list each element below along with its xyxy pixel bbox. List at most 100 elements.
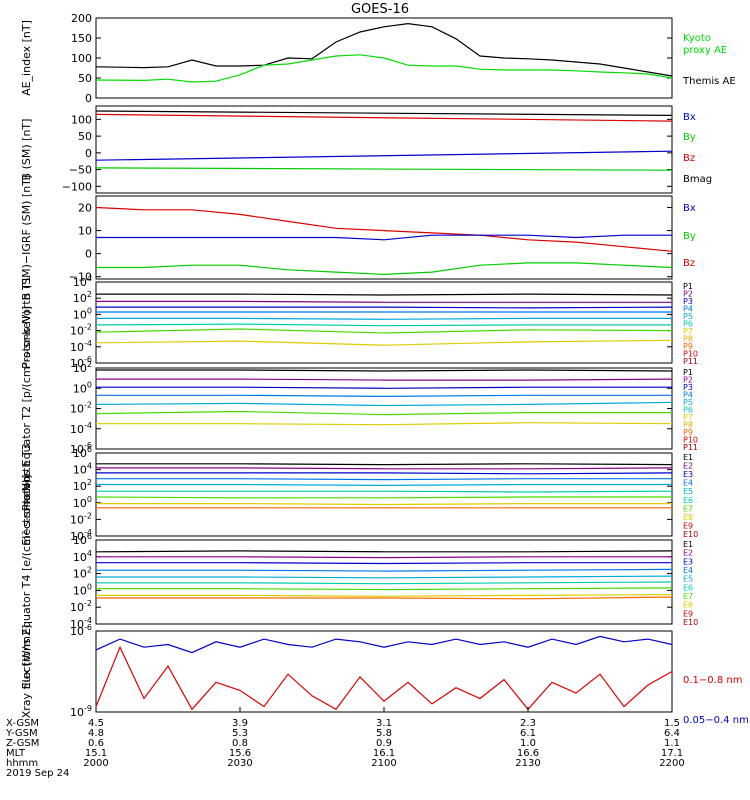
y-axis-label: Electrons North T3 (20, 443, 33, 545)
plot-date: 2019 Sep 24 (6, 768, 69, 779)
series-line-7 (95, 328, 673, 334)
series-line-6 (95, 323, 672, 327)
legend-entry: Kyoto (683, 33, 711, 44)
x-row-value: 5.8 (376, 728, 392, 739)
y-tick-label: 104 (73, 274, 92, 289)
legend-entry: P7 (683, 327, 693, 336)
legend-entry: E6 (683, 496, 693, 505)
x-row-value: 6.4 (664, 728, 680, 739)
legend-entry: P11 (683, 357, 698, 366)
x-row-value: 0.9 (376, 738, 392, 749)
x-row-value: 2.3 (520, 718, 536, 729)
x-row-value: 2000 (83, 758, 108, 769)
legend-entry: P10 (683, 350, 698, 359)
legend-entry: E10 (683, 530, 698, 539)
y-tick-label: 100 (73, 306, 92, 321)
legend-entry: Bz (683, 153, 695, 164)
series-line-2 (96, 467, 673, 470)
x-row-value: 15.6 (229, 748, 251, 759)
y-tick-label: 0 (85, 92, 92, 105)
x-row-value: 17.1 (661, 748, 683, 759)
x-row-value: 15.1 (85, 748, 107, 759)
x-row-value: 0.6 (88, 738, 104, 749)
y-axis-label: Protons Equator T2 [p/(cm²-s-sr-keV)] (20, 306, 33, 511)
legend-entry: P5 (683, 312, 693, 321)
y-tick-label: 10-2 (70, 323, 92, 338)
y-tick-label: −50 (69, 164, 92, 177)
series-line-5 (96, 317, 672, 320)
legend-entry: P2 (683, 290, 693, 299)
plot-title: GOES-16 (351, 2, 409, 17)
legend-entry: Themis AE (682, 76, 736, 87)
y-tick-label: 150 (71, 32, 92, 45)
x-row-value: 6.1 (520, 728, 536, 739)
y-tick-label: 104 (73, 549, 92, 564)
legend-entry: P9 (683, 342, 693, 351)
y-axis-label: Electrons Equator T4 [e/(cm²-s-sr-keV)] (20, 475, 33, 690)
legend-entry: Bmag (683, 174, 712, 185)
legend-entry: By (683, 231, 696, 242)
y-tick-label: 20 (78, 202, 92, 215)
legend-entry: 0.05−0.4 nm (683, 715, 749, 726)
y-tick-label: 102 (73, 566, 92, 581)
legend-entry: E3 (683, 470, 693, 479)
series-line-2 (95, 54, 673, 83)
x-row-value: 4.8 (88, 728, 104, 739)
legend-entry: E1 (683, 540, 693, 549)
legend-entry: Bx (683, 203, 696, 214)
legend-entry: E1 (683, 453, 693, 462)
x-row-label: Y-GSM (5, 728, 38, 739)
y-tick-label: 10-9 (70, 704, 92, 719)
x-row-label: hhmm (6, 758, 38, 769)
series-line-6 (95, 410, 672, 416)
legend-entry: Bz (683, 258, 695, 269)
series-line-4 (95, 167, 673, 171)
panel-frame (95, 281, 673, 364)
panel-2: −100 −50 0 50 100 B (SM) [nT] Bx By Bz Bmag (20, 105, 712, 194)
y-tick-label: 0 (85, 248, 92, 261)
series-line-1 (96, 369, 673, 372)
y-tick-label: 10-2 (70, 511, 92, 526)
y-tick-label: 200 (71, 12, 92, 25)
panel-frame (95, 105, 673, 194)
x-row-value: 2030 (227, 758, 252, 769)
legend-entry: P8 (683, 335, 693, 344)
series-line-2 (96, 234, 672, 241)
series-line-3 (96, 306, 673, 309)
y-tick-label: 10-2 (70, 401, 92, 416)
legend-entry: E4 (683, 566, 693, 575)
legend-entry: P7 (683, 413, 693, 422)
x-row-value: 2130 (515, 758, 540, 769)
x-row-label: MLT (6, 748, 26, 759)
series-line-2 (95, 113, 673, 122)
legend-entry: E10 (683, 618, 698, 627)
legend-entry: P11 (683, 443, 698, 452)
y-tick-label: 102 (73, 478, 92, 493)
series-line-1 (95, 550, 673, 553)
legend-entry: P4 (683, 305, 693, 314)
y-axis-label: AE_index [nT] (20, 20, 33, 96)
x-row-value: 3.1 (376, 718, 392, 729)
y-tick-label: 10 (78, 225, 92, 238)
legend-entry: P6 (683, 406, 693, 415)
legend-entry: P1 (683, 282, 693, 291)
legend-entry: P10 (683, 436, 698, 445)
series-line-8 (95, 339, 673, 346)
series-line-3 (95, 150, 673, 161)
x-row-value: 1.1 (664, 738, 680, 749)
y-tick-label: 100 (73, 495, 92, 510)
x-row-label: X-GSM (6, 718, 39, 729)
legend-entry: P2 (683, 376, 693, 385)
legend-entry: P5 (683, 398, 693, 407)
y-tick-label: 100 (73, 582, 92, 597)
series-line-8 (96, 593, 673, 597)
series-line-5 (96, 483, 672, 487)
x-row-value: 1.0 (520, 738, 536, 749)
series-line-2 (96, 378, 673, 381)
legend-entry: P4 (683, 391, 693, 400)
legend-entry: E7 (683, 504, 693, 513)
x-row-value: 1.5 (664, 718, 680, 729)
